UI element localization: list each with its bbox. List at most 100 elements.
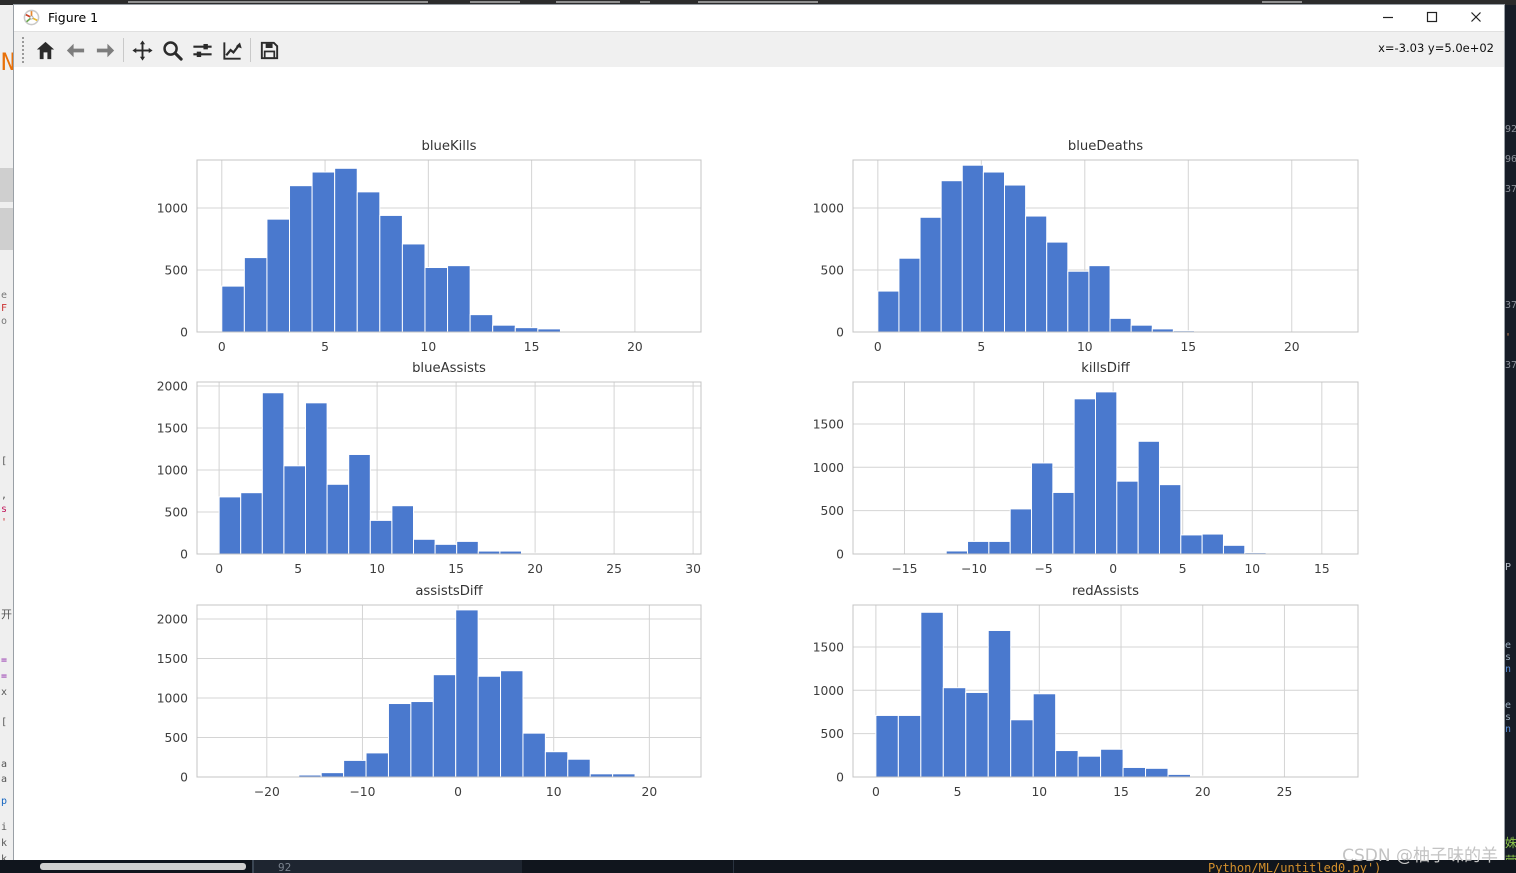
toolbar-grip-handle[interactable] [22,37,27,63]
pan-icon [131,39,153,61]
x-tick-label: 20 [1195,785,1211,799]
histogram-bar [877,290,900,333]
histogram-bar [456,540,479,555]
maximize-button[interactable] [1410,6,1454,30]
tabbar-dash [128,1,428,3]
subplot-bluekills[interactable]: 0 5 10 15 20 0 500 1000 blueKills [135,134,709,380]
back-tool-button[interactable] [60,35,90,65]
y-tick-label: 0 [180,771,188,785]
histogram-bar [311,171,336,333]
ide-text-fragment: [ [1,717,8,728]
y-tick-label: 0 [836,771,844,785]
ide-text-fragment: p [1,796,8,807]
subplot-redassists[interactable]: 0 5 10 15 20 25 0 500 1000 1500 redAssists [791,579,1366,825]
subplot-killsdiff[interactable]: −15 −10 −5 0 5 10 15 0 500 1000 1500 killsDiff [791,356,1366,602]
histogram-bar [1032,693,1057,778]
histogram-bar [477,675,502,778]
y-tick-label: 0 [836,548,844,562]
ide-text-fragment: a [1,774,8,785]
histogram-bar [412,538,436,555]
subplot-title: blueKills [421,139,476,154]
y-tick-label: 1000 [813,201,844,215]
histogram-bar [1052,491,1075,555]
subplots-icon [192,43,212,57]
histogram-bar [919,216,942,333]
ide-text-fragment: 37 [1505,300,1516,311]
subplot-title: assistsDiff [415,584,483,599]
histogram-killsDiff: −15 −10 −5 0 5 10 15 0 500 1000 1500 killsDiff [813,361,1359,576]
histogram-bar [1067,270,1090,333]
zoom-tool-button[interactable] [157,35,187,65]
x-tick-label: 20 [527,562,543,576]
histogram-bar [875,714,899,778]
horizontal-scrollbar[interactable] [40,863,246,870]
home-tool-button[interactable] [30,35,60,65]
histogram-bar [320,772,345,778]
histogram-bar [987,629,1012,778]
subplot-bluedeaths[interactable]: 0 5 10 15 20 0 500 1000 blueDeaths [791,134,1366,380]
zoom-icon [162,40,183,61]
histogram-bar [544,751,569,778]
cursor-coordinates-readout: x=-3.03 y=5.0e+02 [1378,41,1494,55]
histogram-bar [1077,755,1102,778]
histogram-bar [289,185,313,333]
customize-tool-button[interactable] [217,35,247,65]
histogram-bar [469,314,494,333]
matplotlib-logo-icon [23,9,40,26]
save-tool-button[interactable] [254,35,284,65]
window-titlebar[interactable]: Figure 1 [14,5,1504,31]
toolbar-separator [250,38,251,62]
minimize-button[interactable] [1366,6,1410,30]
close-button[interactable] [1454,6,1498,30]
histogram-bar [1046,241,1069,333]
forward-tool-button[interactable] [90,35,120,65]
subplot-blueassists[interactable]: 0 5 10 15 20 25 30 0 500 1000 1500 2000 blueAssists [135,356,709,602]
subplot-assistsdiff[interactable]: −20 −10 0 10 20 0 500 1000 1500 2000 assistsDiff [135,579,709,825]
subplots-tool-button[interactable] [187,35,217,65]
back-icon [66,43,84,57]
pan-tool-button[interactable] [127,35,157,65]
histogram-bar [988,540,1011,555]
histogram-bar [1025,215,1048,333]
ide-text-fragment: N [1,48,14,76]
histogram-blueKills: 0 5 10 15 20 0 500 1000 blueKills [157,139,702,354]
background-ide-statusbar: 92 Python/ML/untitled0.py') [0,860,1516,873]
ide-text-fragment: 92 [1505,124,1516,135]
x-tick-label: 10 [1244,562,1260,576]
histogram-bar [261,392,285,555]
histogram-bar [492,324,516,333]
histogram-bar [522,732,546,778]
ide-text-fragment: , [1,490,8,501]
histogram-bar [1201,533,1224,555]
maximize-icon [1426,11,1438,26]
x-tick-label: 10 [369,562,385,576]
ide-text-fragment: i [1,822,8,833]
histogram-bar [365,752,389,778]
y-tick-label: 0 [180,326,188,340]
histogram-bar [387,703,412,778]
tabbar-dash [1262,1,1302,3]
x-tick-label: −5 [1035,562,1053,576]
ide-text-fragment: e [1505,700,1512,711]
ide-text-fragment: e [1,290,8,301]
x-tick-label: 15 [1180,340,1196,354]
histogram-bar [942,687,967,778]
x-tick-label: 10 [421,340,437,354]
histogram-bar [1031,462,1054,555]
histogram-bar [1158,484,1182,555]
histogram-bar [1094,391,1118,555]
console-path-text: Python/ML/untitled0.py') [1208,861,1382,873]
x-tick-label: 15 [1113,785,1129,799]
histogram-bar [1088,265,1111,333]
histogram-bar [567,758,591,778]
y-tick-label: 500 [821,727,844,741]
ide-text-fragment: a [1,759,8,770]
save-icon [260,41,278,59]
histogram-bar [434,543,458,555]
x-tick-label: 0 [872,785,880,799]
x-tick-label: 15 [1314,562,1330,576]
window-controls [1366,5,1498,31]
histogram-bar [334,167,358,333]
x-tick-label: 15 [524,340,540,354]
